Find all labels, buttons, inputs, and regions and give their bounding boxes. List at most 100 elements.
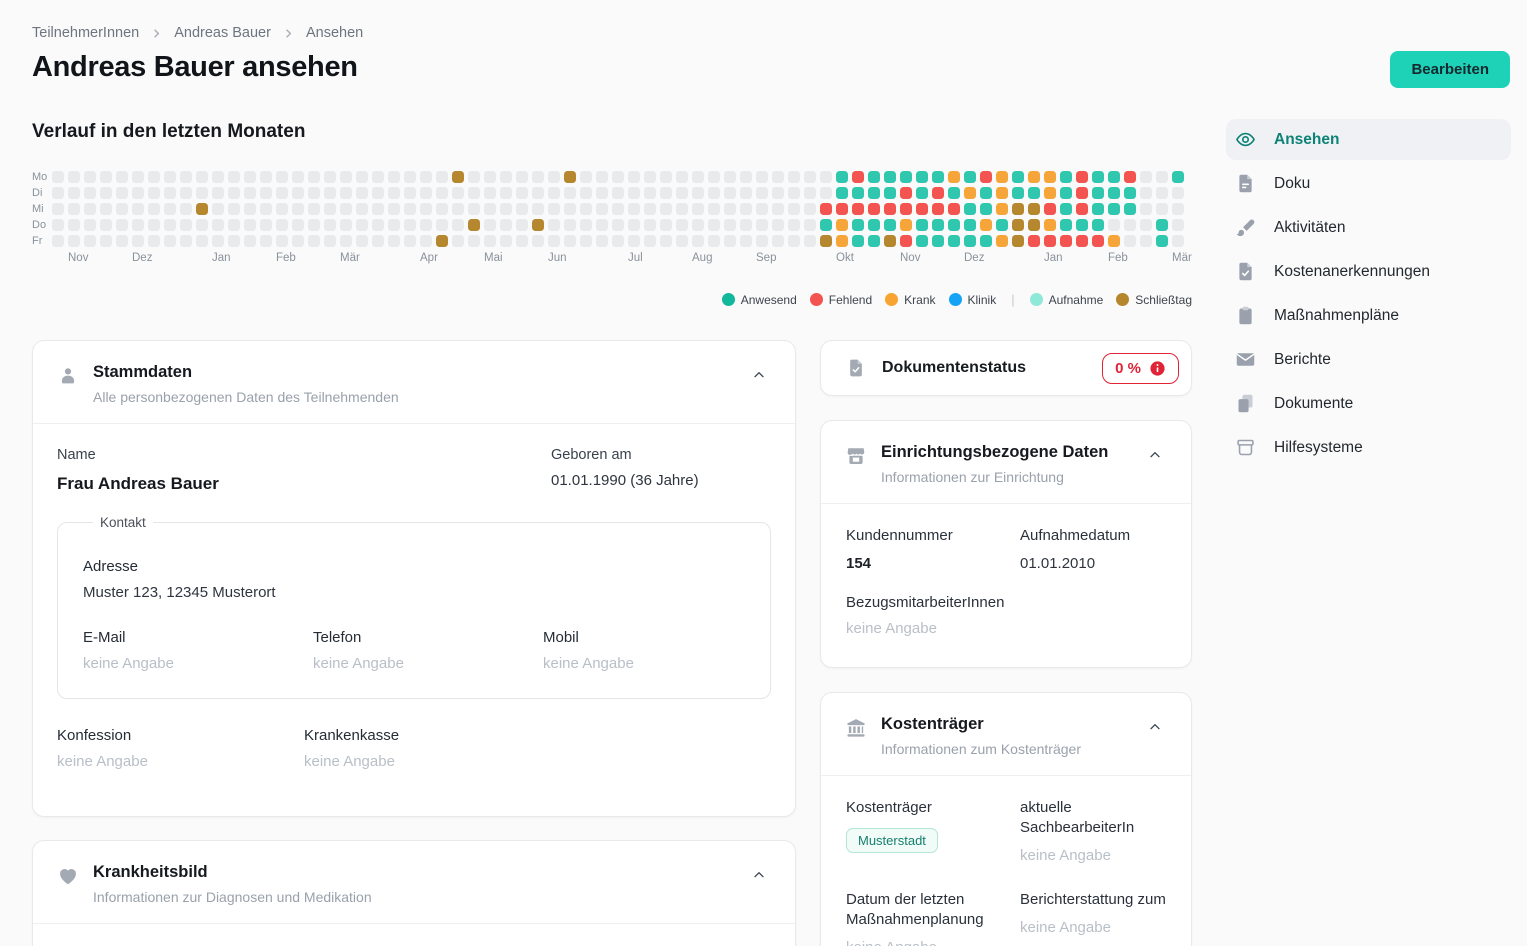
calendar-cell[interactable] <box>388 203 400 215</box>
calendar-cell[interactable] <box>420 187 432 199</box>
calendar-cell[interactable] <box>1060 219 1072 231</box>
calendar-cell[interactable] <box>676 171 688 183</box>
calendar-cell[interactable] <box>212 219 224 231</box>
calendar-cell[interactable] <box>1028 203 1040 215</box>
sidebar-item-doku[interactable]: Doku <box>1226 163 1511 204</box>
calendar-cell[interactable] <box>1012 235 1024 247</box>
calendar-cell[interactable] <box>900 171 912 183</box>
calendar-cell[interactable] <box>964 203 976 215</box>
calendar-cell[interactable] <box>580 171 592 183</box>
calendar-cell[interactable] <box>1060 187 1072 199</box>
calendar-cell[interactable] <box>884 219 896 231</box>
calendar-cell[interactable] <box>196 171 208 183</box>
calendar-cell[interactable] <box>436 235 448 247</box>
calendar-cell[interactable] <box>436 219 448 231</box>
calendar-cell[interactable] <box>500 219 512 231</box>
calendar-cell[interactable] <box>324 235 336 247</box>
calendar-cell[interactable] <box>1092 219 1104 231</box>
calendar-cell[interactable] <box>100 187 112 199</box>
calendar-cell[interactable] <box>468 187 480 199</box>
calendar-cell[interactable] <box>612 235 624 247</box>
calendar-cell[interactable] <box>740 203 752 215</box>
calendar-cell[interactable] <box>868 203 880 215</box>
calendar-cell[interactable] <box>596 203 608 215</box>
calendar-cell[interactable] <box>356 235 368 247</box>
calendar-cell[interactable] <box>1076 203 1088 215</box>
calendar-cell[interactable] <box>756 219 768 231</box>
calendar-cell[interactable] <box>484 219 496 231</box>
calendar-cell[interactable] <box>228 203 240 215</box>
calendar-cell[interactable] <box>532 171 544 183</box>
calendar-cell[interactable] <box>276 235 288 247</box>
calendar-cell[interactable] <box>884 203 896 215</box>
calendar-cell[interactable] <box>596 187 608 199</box>
edit-button[interactable]: Bearbeiten <box>1390 51 1510 88</box>
calendar-cell[interactable] <box>916 219 928 231</box>
calendar-cell[interactable] <box>644 187 656 199</box>
calendar-cell[interactable] <box>68 219 80 231</box>
calendar-cell[interactable] <box>516 187 528 199</box>
calendar-cell[interactable] <box>708 187 720 199</box>
calendar-cell[interactable] <box>980 187 992 199</box>
calendar-cell[interactable] <box>676 187 688 199</box>
calendar-cell[interactable] <box>260 187 272 199</box>
calendar-cell[interactable] <box>788 171 800 183</box>
calendar-cell[interactable] <box>1044 219 1056 231</box>
calendar-cell[interactable] <box>772 203 784 215</box>
calendar-cell[interactable] <box>484 235 496 247</box>
calendar-cell[interactable] <box>484 171 496 183</box>
calendar-cell[interactable] <box>484 187 496 199</box>
calendar-cell[interactable] <box>180 203 192 215</box>
calendar-cell[interactable] <box>228 171 240 183</box>
calendar-cell[interactable] <box>132 187 144 199</box>
calendar-cell[interactable] <box>932 219 944 231</box>
calendar-cell[interactable] <box>516 235 528 247</box>
calendar-cell[interactable] <box>420 219 432 231</box>
calendar-cell[interactable] <box>196 203 208 215</box>
calendar-cell[interactable] <box>436 171 448 183</box>
calendar-cell[interactable] <box>276 171 288 183</box>
calendar-cell[interactable] <box>132 235 144 247</box>
calendar-cell[interactable] <box>724 187 736 199</box>
calendar-cell[interactable] <box>452 187 464 199</box>
calendar-cell[interactable] <box>788 203 800 215</box>
sidebar-item-berichte[interactable]: Berichte <box>1226 339 1511 380</box>
calendar-cell[interactable] <box>84 187 96 199</box>
calendar-cell[interactable] <box>1092 235 1104 247</box>
calendar-cell[interactable] <box>420 171 432 183</box>
calendar-cell[interactable] <box>340 203 352 215</box>
info-icon[interactable] <box>1149 360 1166 377</box>
calendar-cell[interactable] <box>1156 203 1168 215</box>
calendar-cell[interactable] <box>84 203 96 215</box>
calendar-cell[interactable] <box>852 171 864 183</box>
calendar-cell[interactable] <box>372 219 384 231</box>
calendar-cell[interactable] <box>820 219 832 231</box>
calendar-cell[interactable] <box>580 187 592 199</box>
calendar-cell[interactable] <box>500 203 512 215</box>
calendar-cell[interactable] <box>324 171 336 183</box>
calendar-cell[interactable] <box>404 219 416 231</box>
calendar-cell[interactable] <box>948 235 960 247</box>
calendar-cell[interactable] <box>1028 235 1040 247</box>
calendar-cell[interactable] <box>68 171 80 183</box>
calendar-cell[interactable] <box>324 187 336 199</box>
calendar-cell[interactable] <box>1124 203 1136 215</box>
calendar-cell[interactable] <box>388 219 400 231</box>
calendar-cell[interactable] <box>340 235 352 247</box>
calendar-cell[interactable] <box>500 187 512 199</box>
calendar-cell[interactable] <box>372 203 384 215</box>
calendar-cell[interactable] <box>964 219 976 231</box>
calendar-cell[interactable] <box>596 171 608 183</box>
calendar-cell[interactable] <box>1044 203 1056 215</box>
calendar-cell[interactable] <box>948 219 960 231</box>
calendar-cell[interactable] <box>692 171 704 183</box>
calendar-cell[interactable] <box>404 187 416 199</box>
calendar-cell[interactable] <box>356 187 368 199</box>
breadcrumb-item-andreas-bauer[interactable]: Andreas Bauer <box>174 25 271 41</box>
calendar-cell[interactable] <box>388 235 400 247</box>
collapse-button[interactable] <box>747 363 771 390</box>
sidebar-item-kostenanerkennungen[interactable]: Kostenanerkennungen <box>1226 251 1511 292</box>
calendar-cell[interactable] <box>900 187 912 199</box>
calendar-cell[interactable] <box>1076 219 1088 231</box>
calendar-cell[interactable] <box>532 187 544 199</box>
